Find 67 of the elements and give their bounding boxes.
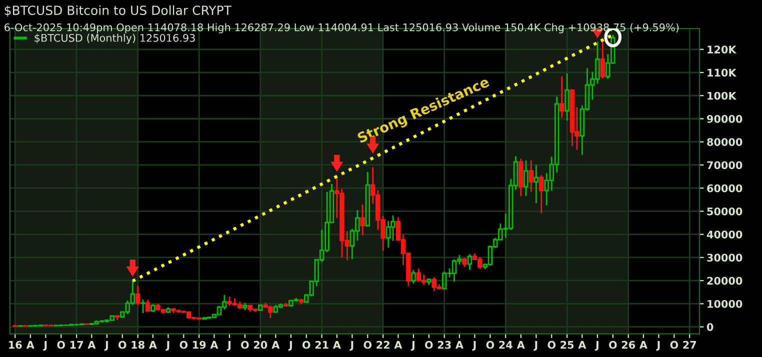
candlestick [559,76,564,118]
x-tick-label: J [472,341,476,351]
x-tick-label: J [350,341,354,351]
x-tick-label: J [410,341,414,351]
x-tick-label: O [57,340,66,349]
y-tick-label: 110K [708,68,737,77]
y-tick-label: 60000 [707,184,742,192]
x-tick-label: 21 [315,340,328,349]
x-tick-label: 26 [622,340,636,349]
y-tick-label: 0 [706,323,714,331]
x-tick-label: O [670,340,678,349]
x-tick-label: A [88,341,96,349]
x-tick-label: O [302,340,310,349]
x-tick-label: A [394,341,402,349]
x-tick-label: 24 [499,340,512,349]
y-tick-label: 120K [708,46,737,54]
x-tick-label: A [148,341,157,349]
legend-label: $BTCUSD (Monthly) 125016.93 [34,34,195,44]
x-tick-label: 20 [254,340,268,349]
x-tick-label: A [578,341,586,349]
x-tick-label: 18 [132,340,144,349]
x-tick-label: J [534,341,538,351]
x-tick-label: 17 [70,341,83,349]
x-tick-label: J [104,341,108,351]
y-tick-label: 50000 [707,207,742,216]
candlestick [528,160,534,193]
y-tick-label: 30000 [707,254,742,262]
x-tick-label: A [455,341,464,349]
x-tick-label: 27 [683,340,696,349]
x-tick-label: J [594,341,598,351]
candlestick [534,164,539,204]
y-tick-label: 80000 [707,138,742,146]
x-tick-label: A [272,341,280,349]
x-tick-label: A [26,341,34,349]
x-tick-label: O [241,340,249,349]
x-tick-label: J [226,341,230,351]
x-tick-label: A [332,341,341,349]
x-tick-label: J [43,341,47,351]
x-tick-label: 23 [438,340,451,349]
candlestick [564,72,570,122]
x-tick-label: O [118,340,126,349]
candlestick [360,204,365,236]
x-tick-label: A [210,341,218,349]
x-tick-label: A [516,341,525,349]
y-tick-label: 10000 [708,300,742,308]
x-tick-label: O [548,340,556,349]
candlestick [524,160,528,197]
x-tick-label: O [608,340,617,349]
chart-subtitle: 6-Oct-2025 10:49pm Open 114078.18 High 126287.29 Low 114004.91 Last 125016.93 Volume 150.4K Chg +10938.75 (+9.59%) [4,23,679,34]
x-tick-label: O [364,340,372,349]
x-tick-label: O [486,340,494,349]
chart-title: $BTCUSD Bitcoin to US Dollar CRYPT [4,5,232,17]
x-tick-label: J [166,341,170,351]
x-tick-label: 25 [560,340,574,349]
y-tick-label: 40000 [706,230,742,238]
x-tick-label: A [639,341,648,349]
y-tick-label: 100K [708,92,737,100]
x-tick-label: 22 [376,340,390,349]
x-tick-label: J [288,341,292,351]
y-tick-label: 90000 [707,114,742,123]
x-tick-label: 19 [193,340,206,349]
x-tick-label: O [180,340,188,349]
y-tick-label: 20000 [707,276,742,285]
x-tick-label: O [425,340,433,349]
y-tick-label: 70000 [707,161,742,170]
x-tick-label: 16 [9,340,22,349]
x-tick-label: J [656,341,660,351]
